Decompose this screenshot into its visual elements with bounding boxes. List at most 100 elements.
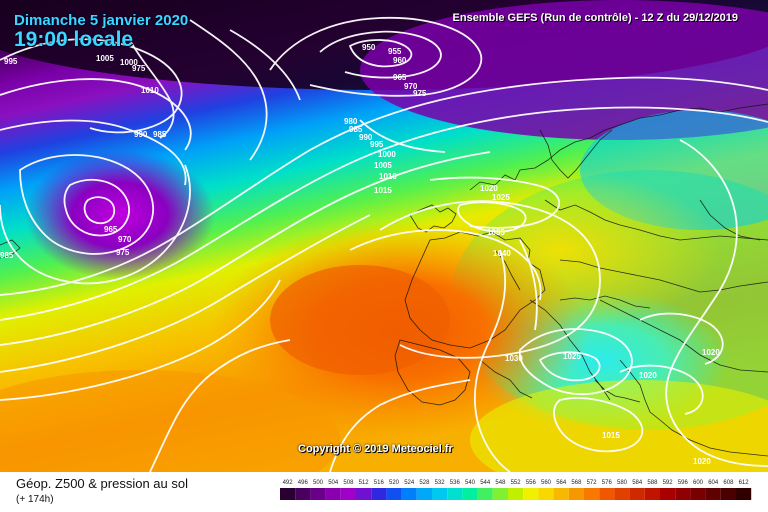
- legend-swatch: [462, 488, 478, 500]
- legend-value: 572: [587, 480, 598, 486]
- legend-value: 596: [678, 480, 689, 486]
- isobar-lines: [0, 16, 768, 472]
- legend-swatch: [523, 488, 539, 500]
- orange-south: [0, 370, 340, 472]
- isobar-label: 970: [404, 82, 418, 91]
- color-scale-legend: 492 496 500 504 508 512 516 520 524 528 532 536 540 5…: [280, 480, 752, 500]
- isobar-label: 960: [393, 56, 407, 65]
- legend-value: 492: [283, 480, 294, 486]
- forecast-time: 19:00 locale: [14, 28, 134, 51]
- isobar-labels: 950 955 960 965 970 975 980 985 990 995 …: [0, 43, 720, 466]
- isobar-label: 965: [393, 73, 407, 82]
- isobar-label: 975: [413, 89, 427, 98]
- legend-swatch: [614, 488, 630, 500]
- legend-value: 532: [435, 480, 446, 486]
- legend-swatch: [599, 488, 615, 500]
- isobar-label: 1020: [693, 457, 711, 466]
- isobar-label: 985: [153, 130, 167, 139]
- isobar-label: 980: [344, 117, 358, 126]
- land-borders: [0, 103, 768, 457]
- legend-swatch: [553, 488, 569, 500]
- legend-value: 504: [328, 480, 339, 486]
- legend-value: 576: [602, 480, 613, 486]
- isobar-label: 1005: [96, 54, 114, 63]
- legend-swatch: [584, 488, 600, 500]
- legend-value: 592: [663, 480, 674, 486]
- isobar-label: 1020: [639, 371, 657, 380]
- isobar-label: 1015: [374, 186, 392, 195]
- weather-map: 950 955 960 965 970 975 980 985 990 995 …: [0, 0, 768, 472]
- legend-value: 568: [571, 480, 582, 486]
- legend-swatch: [340, 488, 356, 500]
- isobar-label: 995: [4, 57, 18, 66]
- legend-value: 544: [480, 480, 491, 486]
- isobar-label: 1020: [702, 348, 720, 357]
- legend-value: 500: [313, 480, 324, 486]
- isobar-label: 955: [388, 47, 402, 56]
- legend-value: 580: [617, 480, 628, 486]
- isobar-label: 975: [132, 64, 146, 73]
- legend-swatch: [280, 488, 296, 500]
- legend-value: 552: [511, 480, 522, 486]
- legend-value: 524: [404, 480, 415, 486]
- isobar-label: 985: [349, 125, 363, 134]
- isobar-label: 1010: [141, 86, 159, 95]
- legend-swatch: [386, 488, 402, 500]
- legend-swatch: [660, 488, 676, 500]
- legend-swatch: [477, 488, 493, 500]
- isobar-label: 975: [116, 248, 130, 257]
- isobar-label: 995: [370, 140, 384, 149]
- isobar-label: 1005: [374, 161, 392, 170]
- isobar-label: 1000: [120, 58, 138, 67]
- isobar-label: 1035: [487, 228, 505, 237]
- isobar-label: 1010: [379, 172, 397, 181]
- legend-swatch: [295, 488, 311, 500]
- legend-value: 588: [647, 480, 658, 486]
- legend-swatch: [325, 488, 341, 500]
- legend-value: 512: [359, 480, 370, 486]
- legend-swatch: [720, 488, 736, 500]
- legend-value: 496: [298, 480, 309, 486]
- legend-value: 536: [450, 480, 461, 486]
- isobar-label: 1030: [505, 354, 523, 363]
- legend-swatch: [416, 488, 432, 500]
- legend-value: 556: [526, 480, 537, 486]
- isobar-label: 985: [0, 251, 14, 260]
- legend-value: 508: [343, 480, 354, 486]
- legend-value: 600: [693, 480, 704, 486]
- legend-value: 540: [465, 480, 476, 486]
- legend-value: 608: [723, 480, 734, 486]
- chart-parameter-title: Géop. Z500 & pression au sol: [16, 476, 188, 491]
- isobar-label: 1040: [493, 249, 511, 258]
- legend-value: 528: [419, 480, 430, 486]
- legend-swatch: [310, 488, 326, 500]
- isobar-label: 965: [104, 225, 118, 234]
- yellow-southeast: [470, 380, 768, 472]
- legend-swatch: [644, 488, 660, 500]
- forecast-date: Dimanche 5 janvier 2020: [14, 12, 189, 29]
- legend-swatch: [492, 488, 508, 500]
- isobar-label: 990: [134, 130, 148, 139]
- legend-swatch: [736, 488, 752, 500]
- legend-swatch: [568, 488, 584, 500]
- isobar-label: 990: [359, 133, 373, 142]
- legend-swatch: [690, 488, 706, 500]
- isobar-label: 970: [118, 235, 132, 244]
- legend-value: 516: [374, 480, 385, 486]
- forecast-validity: Dimanche 5 janvier 2020 19:00 locale: [14, 12, 188, 51]
- legend-value: 584: [632, 480, 643, 486]
- isobar-label: 950: [362, 43, 376, 52]
- isobar-label: 1025: [492, 193, 510, 202]
- legend-value: 520: [389, 480, 400, 486]
- legend-swatch: [538, 488, 554, 500]
- isobar-label: 1000: [378, 150, 396, 159]
- legend-value: 560: [541, 480, 552, 486]
- legend-swatch: [401, 488, 417, 500]
- legend-swatch: [675, 488, 691, 500]
- legend-swatch: [356, 488, 372, 500]
- isobar-label: 1025: [563, 352, 581, 361]
- legend-swatch: [705, 488, 721, 500]
- legend-value: 612: [739, 480, 750, 486]
- legend-value: 564: [556, 480, 567, 486]
- isobar-label: 1020: [480, 184, 498, 193]
